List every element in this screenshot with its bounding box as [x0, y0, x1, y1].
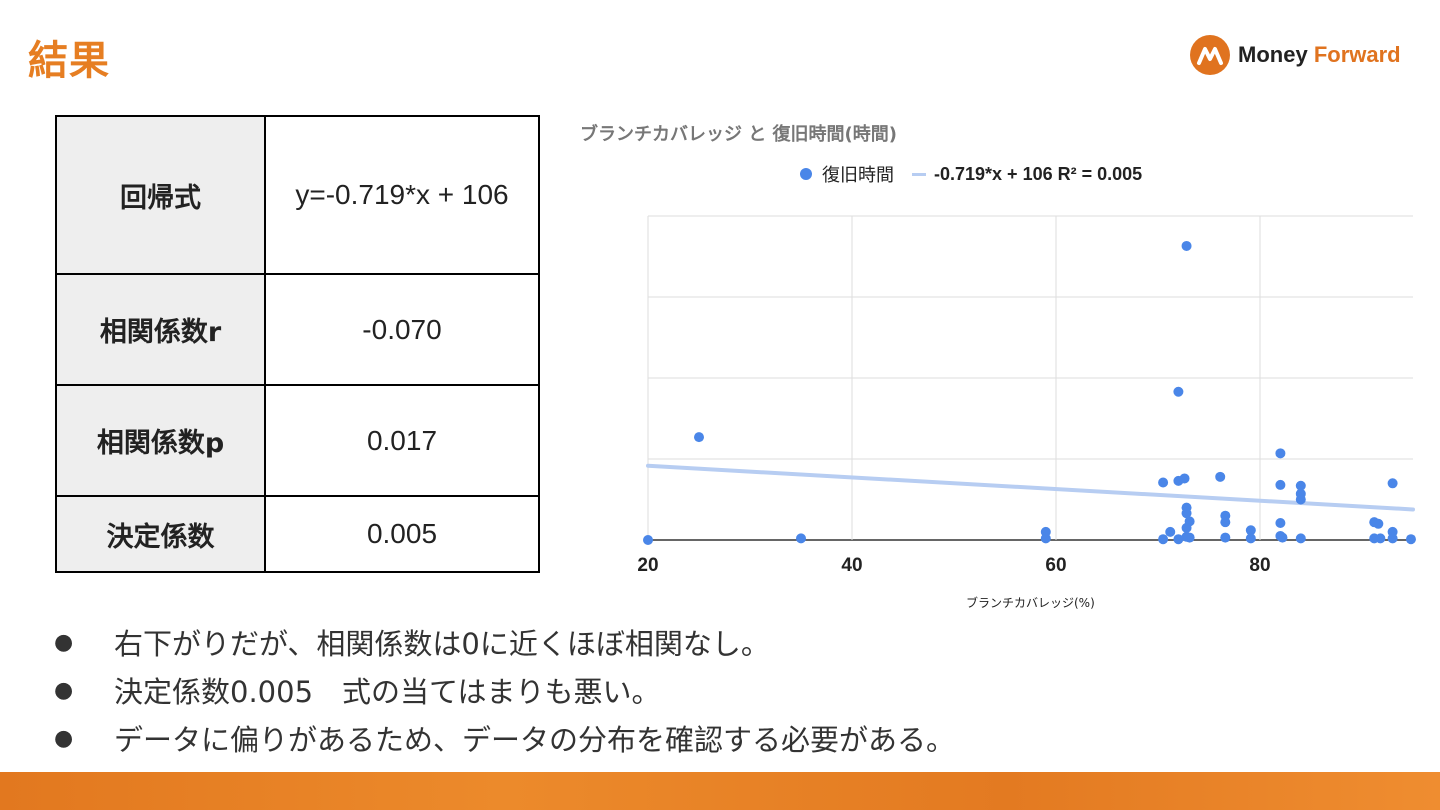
logo-text: Money Forward	[1238, 42, 1401, 68]
data-point	[1375, 533, 1386, 544]
data-point	[1181, 240, 1192, 251]
money-forward-logo: Money Forward	[1190, 34, 1401, 76]
data-point	[1295, 494, 1306, 505]
table-key-cell: 相関係数p	[55, 384, 266, 497]
data-point	[1275, 517, 1286, 528]
data-point	[1277, 532, 1288, 543]
bullet-list: ● 右下がりだが、相関係数は0に近くほぼ相関なし。 ● 決定係数0.005 式の当て…	[50, 618, 955, 762]
table-value-cell: -0.070	[264, 273, 540, 386]
list-item: ● 決定係数0.005 式の当てはまりも悪い。	[50, 666, 955, 714]
legend-trendline-label: -0.719*x + 106 R² = 0.005	[934, 163, 1143, 184]
data-points	[643, 240, 1416, 545]
data-point	[1173, 534, 1184, 545]
data-point	[1405, 534, 1416, 545]
chart-legend: 復旧時間 -0.719*x + 106 R² = 0.005	[800, 161, 1142, 187]
data-point	[1158, 534, 1169, 545]
data-point	[1040, 533, 1051, 544]
data-point	[1245, 525, 1256, 536]
chart-title: ブランチカバレッジ と 復旧時間(時間)	[580, 124, 897, 145]
data-point	[1220, 517, 1231, 528]
data-point	[1184, 516, 1195, 527]
chart-grid	[647, 215, 1413, 541]
data-point	[1173, 386, 1184, 397]
data-point	[1245, 533, 1256, 544]
table-value-cell: 0.017	[264, 384, 540, 497]
x-tick-label: 40	[841, 555, 862, 576]
data-point	[643, 535, 653, 545]
trendline-group	[646, 463, 1415, 512]
table-row: 相関係数r -0.070	[55, 273, 540, 386]
x-axis-ticks: 20 40 60 80	[637, 555, 1270, 576]
footer-band	[0, 772, 1440, 810]
data-point	[1295, 533, 1306, 544]
bullet-text: 決定係数0.005 式の当てはまりも悪い。	[114, 675, 661, 709]
data-point	[1215, 471, 1226, 482]
x-tick-label: 20	[637, 555, 658, 576]
table-row: 回帰式 y=-0.719*x + 106	[55, 115, 540, 275]
data-point	[1275, 448, 1286, 459]
legend-trendline-marker	[912, 172, 926, 176]
logo-mark-icon	[1190, 35, 1230, 75]
page-title: 結果	[28, 38, 110, 84]
data-point	[1165, 526, 1176, 537]
bullet-text: データに偏りがあるため、データの分布を確認する必要がある。	[114, 723, 956, 757]
bullet-icon: ●	[54, 677, 74, 703]
table-value-cell: y=-0.719*x + 106	[264, 115, 540, 275]
statistics-table: 回帰式 y=-0.719*x + 106 相関係数r -0.070 相関係数p …	[55, 115, 540, 573]
table-row: 相関係数p 0.017	[55, 384, 540, 497]
data-point	[694, 432, 704, 443]
table-value-cell: 0.005	[264, 495, 540, 573]
data-point	[1184, 532, 1195, 543]
x-tick-label: 80	[1249, 555, 1270, 576]
list-item: ● データに偏りがあるため、データの分布を確認する必要がある。	[50, 714, 955, 762]
table-key-cell: 決定係数	[55, 495, 266, 573]
data-point	[1181, 508, 1192, 519]
data-point	[1373, 518, 1384, 529]
trendline	[646, 463, 1415, 512]
data-point	[1158, 477, 1169, 488]
table-key-cell: 回帰式	[55, 115, 266, 275]
data-point	[1387, 478, 1398, 489]
data-point	[1387, 533, 1398, 544]
bullet-icon: ●	[54, 725, 74, 751]
data-point	[796, 533, 806, 544]
x-tick-label: 60	[1045, 555, 1066, 576]
logo-word-forward: Forward	[1313, 42, 1401, 67]
legend-point-marker	[800, 168, 812, 180]
table-row: 決定係数 0.005	[55, 495, 540, 573]
table-key-cell: 相関係数r	[55, 273, 266, 386]
bullet-text: 右下がりだが、相関係数は0に近くほぼ相関なし。	[114, 627, 770, 661]
data-point	[1275, 479, 1286, 490]
logo-word-money: Money	[1238, 42, 1308, 67]
legend-series-label: 復旧時間	[822, 165, 894, 186]
data-point	[1295, 480, 1306, 491]
list-item: ● 右下がりだが、相関係数は0に近くほぼ相関なし。	[50, 618, 955, 666]
x-axis-label: ブランチカバレッジ(%)	[966, 596, 1095, 610]
bullet-icon: ●	[54, 629, 74, 655]
data-point	[1220, 532, 1231, 543]
data-point	[1179, 473, 1190, 484]
